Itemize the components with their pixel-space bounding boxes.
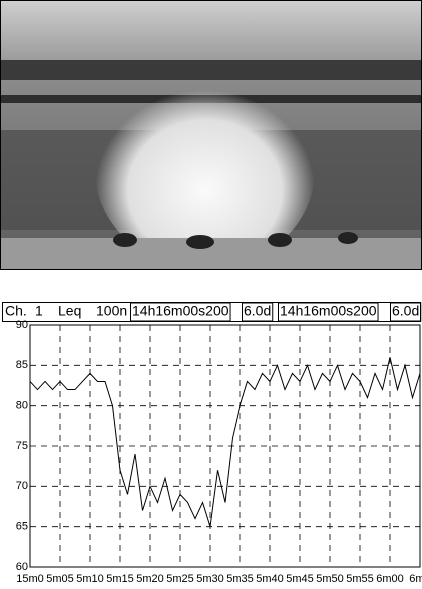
y-tick-label: 85	[16, 359, 28, 371]
y-tick-label: 90	[16, 319, 28, 331]
photo	[0, 0, 422, 270]
header-field: Ch.	[5, 303, 27, 319]
y-tick-label: 60	[16, 561, 28, 573]
header-field: Leq	[58, 303, 81, 319]
x-tick-label: 5m15	[106, 573, 134, 585]
x-tick-label: 6m00	[376, 573, 404, 585]
y-tick-label: 70	[16, 480, 28, 492]
header-box	[130, 302, 231, 322]
x-tick-label: 5m50	[316, 573, 344, 585]
x-tick-label: 15m0	[16, 573, 44, 585]
header-field: 6.0d	[392, 303, 419, 319]
header-field: 100n	[96, 303, 127, 319]
header-box	[390, 302, 422, 322]
x-tick-label: 5m10	[76, 573, 104, 585]
header-box	[278, 302, 379, 322]
x-tick-label: 5m05	[46, 573, 74, 585]
x-tick-label: 5m20	[136, 573, 164, 585]
x-tick-label: 5m55	[346, 573, 374, 585]
x-tick-label: 5m25	[166, 573, 194, 585]
data-line	[29, 357, 421, 527]
x-tick-label: 6m0	[409, 573, 422, 585]
header-box	[242, 302, 274, 322]
x-tick-label: 5m40	[256, 573, 284, 585]
header-field: 6.0d	[244, 303, 271, 319]
header-field: 1	[35, 303, 43, 319]
x-tick-label: 5m30	[196, 573, 224, 585]
x-tick-label: 5m35	[226, 573, 254, 585]
y-tick-label: 80	[16, 400, 28, 412]
y-tick-label: 75	[16, 440, 28, 452]
x-tick-label: 5m45	[286, 573, 314, 585]
header-field: 14h16m00s200	[280, 303, 377, 319]
y-tick-label: 65	[16, 521, 28, 533]
header-field: 14h16m00s200	[132, 303, 229, 319]
